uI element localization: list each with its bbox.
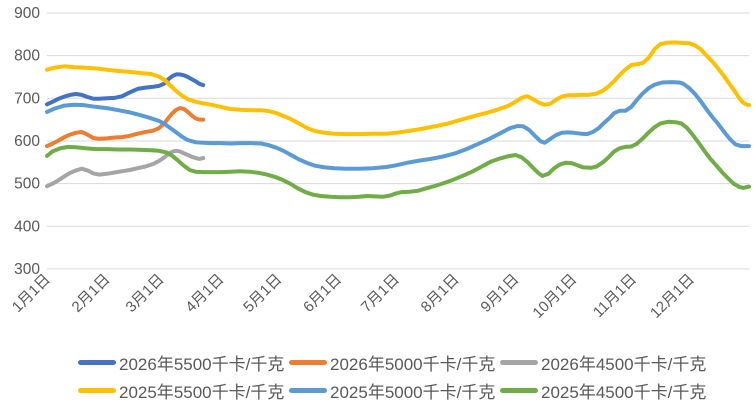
legend-item-2025年5000千卡/千克: 2025年5000千卡/千克 bbox=[289, 378, 500, 403]
y-axis-label-300: 300 bbox=[14, 261, 40, 278]
legend-swatch-icon bbox=[78, 387, 116, 393]
x-axis-label-11月1日: 11月1日 bbox=[590, 271, 640, 321]
x-axis-label-9月1日: 9月1日 bbox=[477, 271, 522, 316]
x-axis-label-6月1日: 6月1日 bbox=[300, 271, 345, 316]
y-axis-label-500: 500 bbox=[14, 176, 40, 193]
legend-swatch-icon bbox=[500, 387, 538, 393]
y-axis-label-600: 600 bbox=[14, 133, 40, 150]
x-axis-label-2月1日: 2月1日 bbox=[69, 271, 114, 316]
series-line-3 bbox=[45, 40, 751, 137]
x-axis-label-4月1日: 4月1日 bbox=[182, 271, 227, 316]
legend-label: 2026年5000千卡/千克 bbox=[330, 354, 496, 374]
y-axis-label-400: 400 bbox=[14, 218, 40, 235]
x-axis-label-7月1日: 7月1日 bbox=[358, 271, 403, 316]
legend-item-2025年5500千卡/千克: 2025年5500千卡/千克 bbox=[78, 378, 289, 403]
legend-label: 2025年5000千卡/千克 bbox=[330, 382, 496, 402]
series-line-1 bbox=[45, 106, 206, 149]
legend-row-0: 2026年5500千卡/千克 2026年5000千卡/千克 2026年4500千卡/… bbox=[0, 348, 756, 376]
series-line-2 bbox=[45, 148, 206, 189]
series-line-5 bbox=[45, 119, 751, 200]
legend-label: 2026年4500千卡/千克 bbox=[541, 354, 707, 374]
legend-swatch-icon bbox=[500, 359, 538, 365]
y-axis-label-900: 900 bbox=[14, 5, 40, 22]
legend-item-2026年5000千卡/千克: 2026年5000千卡/千克 bbox=[289, 350, 500, 375]
legend-item-2025年4500千卡/千克: 2025年4500千卡/千克 bbox=[500, 378, 711, 403]
y-axis-label-800: 800 bbox=[14, 48, 40, 65]
x-axis-label-8月1日: 8月1日 bbox=[418, 271, 463, 316]
series-line-0 bbox=[45, 72, 206, 107]
legend-row-1: 2025年5500千卡/千克 2025年5000千卡/千克 2025年4500千卡/… bbox=[0, 376, 756, 404]
series-line-4 bbox=[45, 80, 751, 171]
chart-legend: 2026年5500千卡/千克 2026年5000千卡/千克 2026年4500千卡/… bbox=[0, 348, 756, 404]
x-axis-label-3月1日: 3月1日 bbox=[123, 271, 168, 316]
legend-item-2026年5500千卡/千克: 2026年5500千卡/千克 bbox=[78, 350, 289, 375]
legend-swatch-icon bbox=[289, 387, 327, 393]
legend-item-2026年4500千卡/千克: 2026年4500千卡/千克 bbox=[500, 350, 711, 375]
x-axis-label-5月1日: 5月1日 bbox=[240, 271, 285, 316]
legend-label: 2026年5500千卡/千克 bbox=[119, 354, 285, 374]
legend-swatch-icon bbox=[78, 359, 116, 365]
legend-label: 2025年5500千卡/千克 bbox=[119, 382, 285, 402]
x-axis-label-10月1日: 10月1日 bbox=[529, 271, 580, 322]
y-axis-label-700: 700 bbox=[14, 90, 40, 107]
x-axis-label-12月1日: 12月1日 bbox=[647, 271, 698, 322]
legend-label: 2025年4500千卡/千克 bbox=[541, 382, 707, 402]
legend-swatch-icon bbox=[289, 359, 327, 365]
